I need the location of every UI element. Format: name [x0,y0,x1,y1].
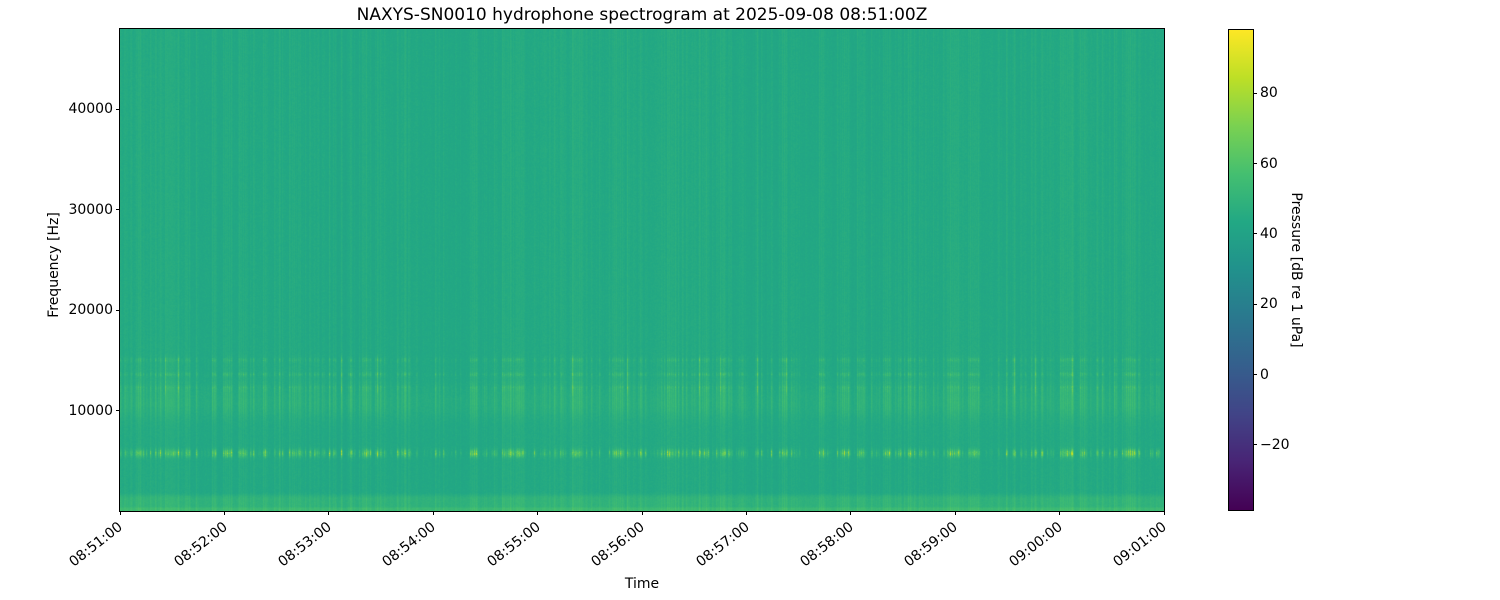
colorbar-tick-label: −20 [1260,436,1290,453]
x-tick-mark [745,511,747,515]
colorbar-tick-label: 60 [1260,155,1278,172]
x-tick-mark [537,511,539,515]
x-tick-label: 08:53:00 [275,519,335,571]
colorbar-tick-label: 20 [1260,296,1278,313]
y-axis-label: Frequency [Hz] [46,212,62,318]
y-tick-label: 30000 [68,201,113,218]
y-tick-label: 40000 [68,101,113,118]
colorbar-tick-label: 0 [1260,366,1269,383]
x-tick-mark [1163,511,1165,515]
x-tick-label: 09:01:00 [1110,519,1170,571]
x-tick-mark [1059,511,1061,515]
y-tick-label: 10000 [68,402,113,419]
x-tick-mark [954,511,956,515]
x-tick-label: 08:52:00 [170,519,231,571]
colorbar [1229,30,1253,510]
x-tick-mark [432,511,434,515]
x-tick-label: 08:55:00 [484,519,544,571]
y-tick-mark [116,209,120,211]
colorbar-tick-mark [1253,233,1257,235]
x-tick-mark [119,511,121,515]
x-tick-mark [641,511,643,515]
x-tick-label: 08:58:00 [797,519,857,571]
x-tick-mark [223,511,225,515]
colorbar-tick-mark [1253,374,1257,376]
x-axis-label: Time [624,576,660,592]
x-tick-label: 08:51:00 [66,519,126,571]
colorbar-tick-mark [1253,444,1257,446]
colorbar-label: Pressure [dB re 1 uPa] [1288,192,1304,348]
chart-title: NAXYS-SN0010 hydrophone spectrogram at 2… [356,5,928,25]
y-tick-mark [116,410,120,412]
x-tick-label: 08:56:00 [588,519,648,571]
y-tick-mark [116,108,120,110]
y-tick-label: 20000 [68,302,113,319]
colorbar-tick-label: 40 [1260,225,1278,242]
x-tick-label: 08:59:00 [901,519,962,571]
x-tick-label: 08:57:00 [692,519,753,571]
x-tick-mark [328,511,330,515]
colorbar-tick-mark [1253,163,1257,165]
x-tick-label: 08:54:00 [379,519,440,571]
colorbar-tick-mark [1253,303,1257,305]
spectrogram-canvas [120,29,1164,511]
colorbar-tick-label: 80 [1260,85,1278,102]
x-tick-label: 09:00:00 [1006,519,1066,571]
y-tick-mark [116,309,120,311]
x-tick-mark [850,511,852,515]
colorbar-tick-mark [1253,92,1257,94]
